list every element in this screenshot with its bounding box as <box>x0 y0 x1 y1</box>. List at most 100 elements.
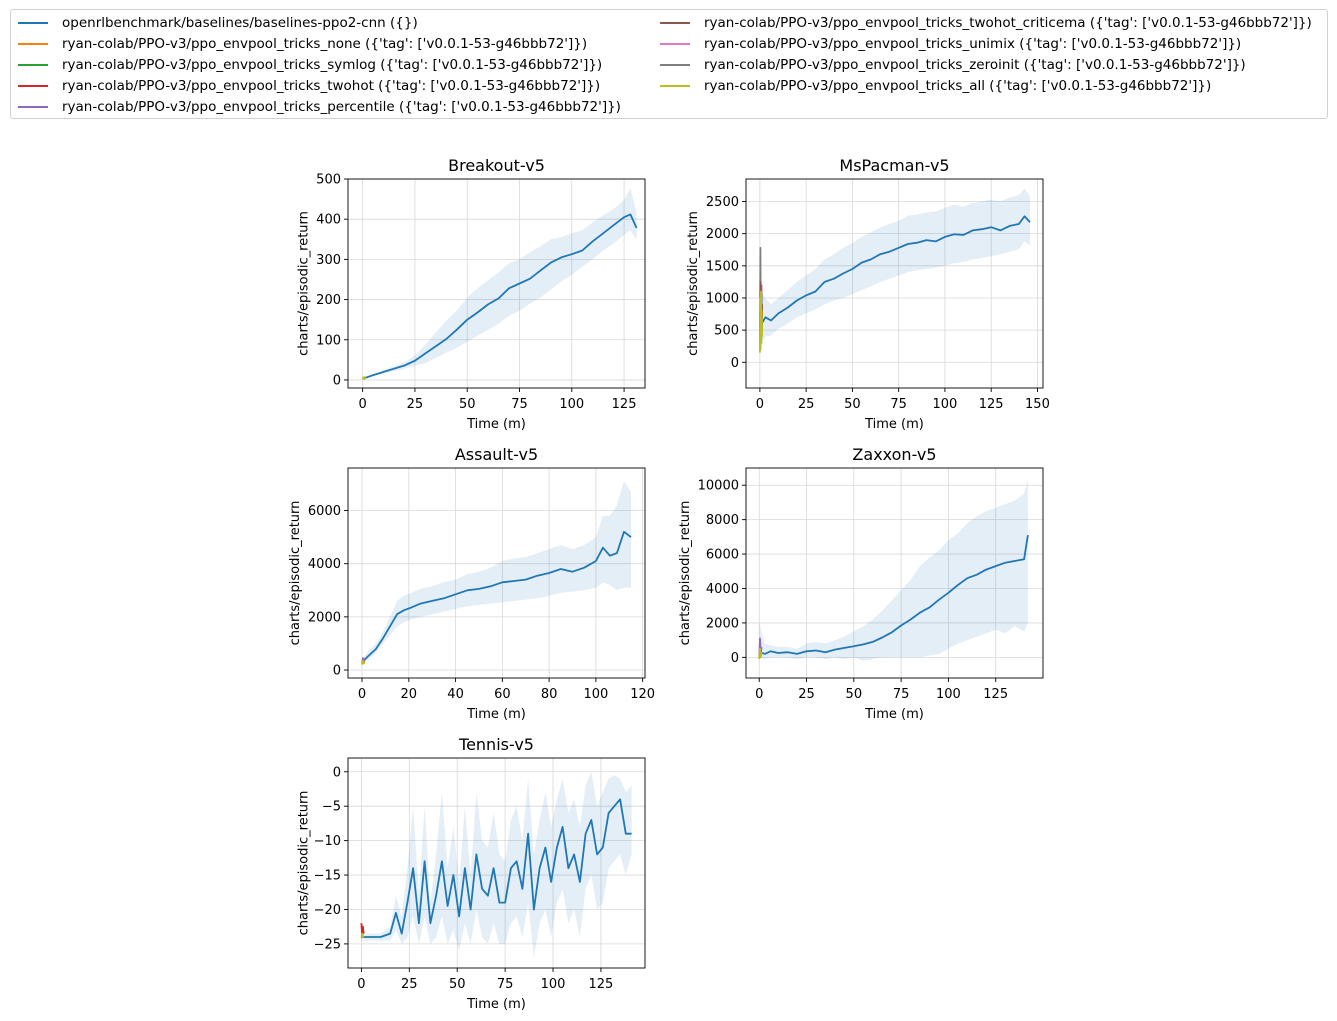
legend-label: ryan-colab/PPO-v3/ppo_envpool_tricks_uni… <box>704 36 1242 52</box>
y-axis-label: charts/episodic_return <box>296 211 311 356</box>
x-tick-label: 125 <box>979 397 1004 412</box>
y-axis-label: charts/episodic_return <box>678 501 693 646</box>
legend-label: ryan-colab/PPO-v3/ppo_envpool_tricks_two… <box>62 78 601 94</box>
x-tick-label: 75 <box>497 977 514 992</box>
legend-swatch <box>660 22 690 24</box>
x-tick-label: 40 <box>447 687 464 702</box>
legend-entry: ryan-colab/PPO-v3/ppo_envpool_tricks_sym… <box>18 55 602 75</box>
series-line <box>758 637 763 658</box>
series-line <box>361 376 366 381</box>
x-tick-label: 100 <box>541 977 566 992</box>
chart-3: 0 25 50 75 100 125 0 2000 4000 6000 8000 10000 Zaxxo… <box>678 445 1044 722</box>
x-axis-label: Time (m) <box>466 707 526 722</box>
x-tick-label: 0 <box>755 687 763 702</box>
x-tick-label: 25 <box>407 397 424 412</box>
legend-swatch <box>18 106 48 108</box>
y-tick-label: 200 <box>316 293 341 308</box>
chart-title: MsPacman-v5 <box>839 156 949 175</box>
legend-entry: openrlbenchmark/baselines/baselines-ppo2… <box>18 13 418 33</box>
plot-frame <box>745 467 1044 679</box>
x-tick-label: 50 <box>846 687 863 702</box>
series-line <box>361 659 366 665</box>
x-tick-label: 125 <box>983 687 1008 702</box>
x-tick-label: 25 <box>798 687 815 702</box>
plot-frame <box>745 178 1044 389</box>
confidence-band <box>761 188 1030 343</box>
series-line <box>758 647 763 660</box>
confidence-band <box>362 187 637 379</box>
confidence-band <box>362 481 631 664</box>
x-tick-label: 0 <box>357 977 365 992</box>
legend-entry: ryan-colab/PPO-v3/ppo_envpool_tricks_uni… <box>660 34 1241 54</box>
y-tick-label: 0 <box>333 765 341 780</box>
series-line <box>760 215 1031 325</box>
series-line <box>361 530 632 663</box>
legend-swatch <box>660 64 690 66</box>
chart-1: 0 25 50 75 100 125 15005001000150020002500MsPa… <box>686 156 1050 432</box>
x-axis-label: Time (m) <box>466 997 526 1012</box>
y-tick-label: 4000 <box>308 557 341 572</box>
legend: openrlbenchmark/baselines/baselines-ppo2… <box>10 9 1328 119</box>
y-tick-label: 0 <box>731 356 739 371</box>
legend-label: ryan-colab/PPO-v3/ppo_envpool_tricks_zer… <box>704 57 1246 73</box>
y-tick-label: −5 <box>322 800 341 815</box>
y-tick-label: −25 <box>314 937 341 952</box>
legend-swatch <box>660 43 690 45</box>
x-tick-label: 60 <box>494 687 511 702</box>
x-tick-label: 0 <box>358 687 366 702</box>
plot-frame <box>347 467 646 679</box>
legend-swatch <box>18 85 48 87</box>
plot-frame <box>347 757 646 969</box>
y-tick-label: −15 <box>314 869 341 884</box>
x-tick-label: 75 <box>511 397 528 412</box>
y-tick-label: 1000 <box>706 291 739 306</box>
y-tick-label: 500 <box>714 324 739 339</box>
y-axis-label: charts/episodic_return <box>296 791 311 936</box>
legend-entry: ryan-colab/PPO-v3/ppo_envpool_tricks_two… <box>660 13 1312 33</box>
series-line <box>758 534 1029 655</box>
x-tick-label: 100 <box>936 687 961 702</box>
chart-title: Assault-v5 <box>455 445 538 464</box>
x-tick-label: 0 <box>359 397 367 412</box>
x-tick-label: 80 <box>541 687 558 702</box>
plot-area <box>361 481 632 665</box>
x-tick-label: 100 <box>583 687 608 702</box>
series-line <box>360 932 365 938</box>
y-tick-label: 100 <box>316 333 341 348</box>
plot-area <box>361 187 638 381</box>
y-tick-label: 2500 <box>706 195 739 210</box>
x-tick-label: 125 <box>589 977 614 992</box>
x-tick-label: 75 <box>893 687 910 702</box>
x-tick-label: 0 <box>756 397 764 412</box>
y-tick-label: 0 <box>333 664 341 679</box>
y-tick-label: 2000 <box>308 610 341 625</box>
y-tick-label: 0 <box>333 373 341 388</box>
series-line <box>362 213 638 380</box>
y-tick-label: 2000 <box>706 616 739 631</box>
chart-title: Tennis-v5 <box>458 735 534 754</box>
legend-entry: ryan-colab/PPO-v3/ppo_envpool_tricks_per… <box>18 97 621 117</box>
x-tick-label: 50 <box>844 397 861 412</box>
y-tick-label: 4000 <box>706 582 739 597</box>
y-tick-label: 0 <box>731 651 739 666</box>
x-tick-label: 125 <box>612 397 637 412</box>
chart-2: 0 20 40 60 80 100 120 0 2000 4000 6000 Assault-v5 Ti… <box>288 445 655 722</box>
x-tick-label: 100 <box>559 397 584 412</box>
x-tick-label: 20 <box>401 687 418 702</box>
x-tick-label: 50 <box>459 397 476 412</box>
series-line <box>360 923 365 938</box>
x-axis-label: Time (m) <box>864 417 924 432</box>
legend-swatch <box>18 64 48 66</box>
y-tick-label: 8000 <box>706 513 739 528</box>
legend-label: ryan-colab/PPO-v3/ppo_envpool_tricks_all… <box>704 78 1212 94</box>
x-tick-label: 75 <box>890 397 907 412</box>
y-tick-label: −20 <box>314 903 341 918</box>
chart-0: 0 25 50 75 100 125 0 100 200 300 400 500 Breakout-v5… <box>296 156 646 432</box>
chart-title: Breakout-v5 <box>448 156 545 175</box>
y-tick-label: 300 <box>316 253 341 268</box>
legend-label: openrlbenchmark/baselines/baselines-ppo2… <box>62 15 418 31</box>
y-axis-label: charts/episodic_return <box>288 501 303 646</box>
y-tick-label: 500 <box>316 173 341 188</box>
x-tick-label: 150 <box>1025 397 1050 412</box>
